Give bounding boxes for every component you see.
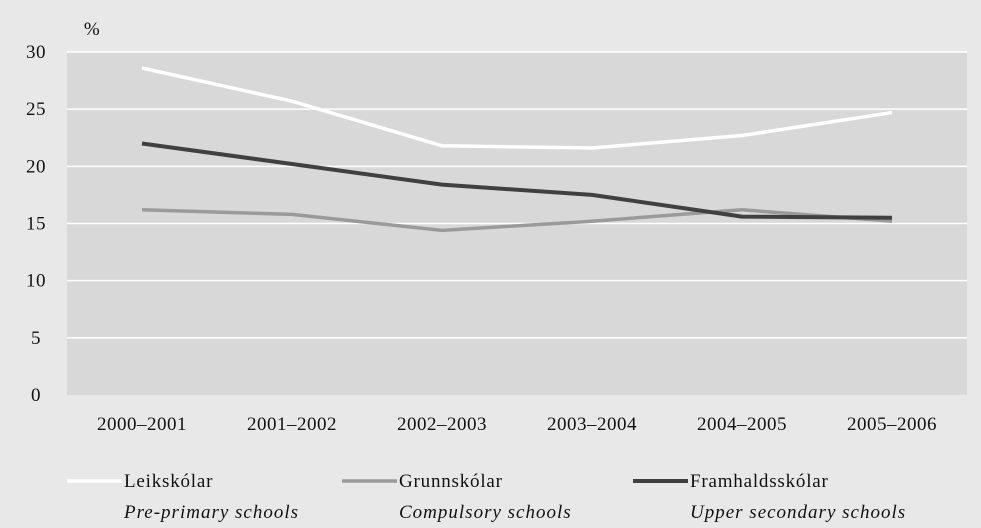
- x-tick-label: 2002–2003: [397, 414, 487, 435]
- y-tick-label: 30: [26, 42, 46, 63]
- y-tick-label: 20: [26, 156, 46, 177]
- x-tick-label: 2004–2005: [697, 414, 787, 435]
- x-tick-label: 2000–2001: [97, 414, 187, 435]
- y-tick-label: 25: [26, 99, 46, 120]
- legend-label: Grunnskólar: [399, 471, 503, 492]
- x-tick-label: 2003–2004: [547, 414, 637, 435]
- y-axis-label: %: [84, 19, 100, 40]
- y-axis: 0 5 10 15 20 25 30: [26, 42, 46, 406]
- legend-sublabel: Upper secondary schools: [690, 502, 906, 523]
- y-tick-label: 0: [31, 385, 41, 406]
- x-tick-label: 2005–2006: [847, 414, 937, 435]
- y-tick-label: 15: [26, 214, 46, 235]
- legend-sublabel: Compulsory schools: [399, 502, 572, 523]
- x-tick-label: 2001–2002: [247, 414, 337, 435]
- legend-label: Framhaldsskólar: [690, 471, 829, 492]
- legend-label: Leikskólar: [124, 471, 213, 492]
- y-tick-label: 10: [26, 271, 46, 292]
- legend: Leikskólar Pre-primary schools Grunnskólar…: [67, 471, 906, 523]
- x-axis: 2000–2001 2001–2002 2002–2003 2003–2004 2004…: [97, 414, 937, 435]
- legend-sublabel: Pre-primary schools: [123, 502, 299, 523]
- y-tick-label: 5: [31, 328, 41, 349]
